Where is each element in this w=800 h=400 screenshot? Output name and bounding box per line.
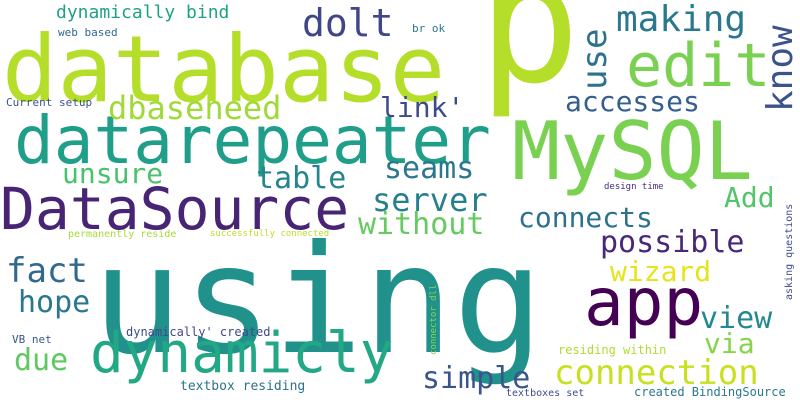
word-dbaseneed: dbaseneed: [108, 89, 282, 127]
word-permanently-reside: permanently reside: [68, 229, 177, 240]
word-database: database: [2, 16, 446, 123]
word-dolt: dolt: [302, 1, 394, 45]
word-p: p: [478, 0, 581, 122]
word-link: link': [380, 91, 465, 124]
word-table: table: [256, 161, 347, 196]
word-datarepeater: datarepeater: [14, 102, 491, 179]
word-connects: connects: [518, 201, 653, 234]
word-residing-within: residing within: [558, 343, 667, 357]
word-datasource: DataSource: [0, 175, 350, 243]
word-fact: fact: [6, 251, 88, 291]
word-add: Add: [724, 181, 775, 214]
word-br-ok: br ok: [412, 22, 446, 35]
word-wizard: wizard: [610, 255, 712, 288]
word-server: server: [372, 181, 488, 219]
word-seams: seams: [384, 151, 475, 186]
word-without: without: [358, 207, 485, 242]
word-edit: edit: [626, 31, 771, 101]
word-accesses: accesses: [565, 85, 700, 118]
word-possible: possible: [600, 225, 745, 260]
word-dynamicly: dynamicly: [90, 321, 394, 386]
word-making: making: [616, 0, 747, 40]
word-asking-questions: asking questions: [784, 203, 795, 300]
word-use: use: [575, 28, 615, 90]
word-web-based: web based: [58, 26, 118, 39]
word-mysql: MySQL: [512, 105, 753, 198]
word-unsure: unsure: [62, 157, 164, 190]
word-know: know: [760, 25, 800, 112]
word-vb-net: VB net: [12, 333, 52, 346]
word-using: using: [92, 214, 544, 388]
word-design-time: design time: [604, 182, 664, 192]
word-created-bindingsource: created BindingSource: [634, 385, 786, 399]
word-textboxes-set: textboxes set: [506, 388, 585, 399]
word-current-setup: Current setup: [6, 96, 93, 109]
word-textbox-residing: textbox residing: [180, 379, 306, 394]
word-connection: connection: [554, 353, 759, 393]
word-hope: hope: [18, 285, 91, 320]
word-due: due: [14, 343, 69, 378]
word-via: via: [704, 327, 755, 360]
word-view: view: [700, 301, 773, 336]
word-connector-dll: connector dll: [429, 284, 439, 355]
word-simple: simple: [422, 361, 531, 396]
word-dynamically-created: dynamically' created: [126, 325, 271, 339]
word-dynamically-bind: dynamically bind: [56, 2, 230, 23]
word-app: app: [584, 264, 704, 341]
word-successfully-connected: successfully connected: [210, 229, 330, 239]
